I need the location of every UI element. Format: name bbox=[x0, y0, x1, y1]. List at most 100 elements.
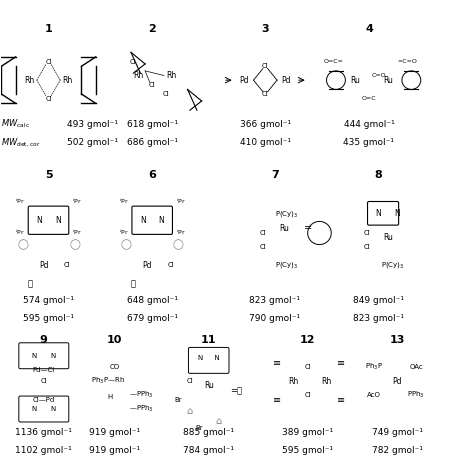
Text: Rh: Rh bbox=[25, 75, 35, 85]
Text: ◯: ◯ bbox=[121, 240, 132, 250]
FancyBboxPatch shape bbox=[132, 206, 173, 234]
Text: 435 gmol⁻¹: 435 gmol⁻¹ bbox=[344, 138, 394, 147]
Text: Cl: Cl bbox=[262, 91, 269, 97]
Text: $^i$Pr: $^i$Pr bbox=[175, 227, 185, 237]
Text: 366 gmol⁻¹: 366 gmol⁻¹ bbox=[240, 120, 291, 129]
Text: Ru: Ru bbox=[383, 75, 393, 85]
Text: 6: 6 bbox=[148, 170, 156, 180]
Text: P(Cy)$_3$: P(Cy)$_3$ bbox=[275, 210, 298, 219]
Text: Cl: Cl bbox=[363, 230, 370, 236]
Text: Cl: Cl bbox=[260, 244, 266, 250]
Text: O=C=: O=C= bbox=[323, 59, 343, 64]
Text: Cl: Cl bbox=[168, 262, 174, 268]
Text: 13: 13 bbox=[390, 335, 405, 344]
Text: Cl: Cl bbox=[363, 244, 370, 250]
Text: N: N bbox=[394, 209, 400, 218]
Text: Br: Br bbox=[195, 425, 203, 431]
Text: $^i$Pr: $^i$Pr bbox=[119, 197, 129, 206]
Text: Pd—Cl: Pd—Cl bbox=[33, 367, 55, 373]
Text: N: N bbox=[32, 353, 37, 359]
Text: N: N bbox=[51, 353, 56, 359]
Text: 8: 8 bbox=[374, 170, 382, 180]
Text: $\mathit{MW}$$_\mathregular{det,cor}$: $\mathit{MW}$$_\mathregular{det,cor}$ bbox=[1, 137, 41, 149]
Text: $^i$Pr: $^i$Pr bbox=[15, 227, 25, 237]
Text: 790 gmol⁻¹: 790 gmol⁻¹ bbox=[249, 314, 300, 323]
Text: 679 gmol⁻¹: 679 gmol⁻¹ bbox=[127, 314, 178, 323]
Text: CO: CO bbox=[109, 364, 119, 370]
Text: =⌒: =⌒ bbox=[230, 386, 242, 395]
Text: Cl: Cl bbox=[262, 63, 269, 69]
Text: Rh: Rh bbox=[133, 71, 143, 80]
Text: N: N bbox=[159, 216, 164, 225]
Text: ⌒: ⌒ bbox=[131, 280, 136, 288]
Text: Pd: Pd bbox=[39, 261, 48, 270]
Text: $^i$Pr: $^i$Pr bbox=[119, 227, 129, 237]
Text: ◯: ◯ bbox=[17, 240, 28, 250]
Text: Cl: Cl bbox=[260, 230, 266, 236]
Text: 10: 10 bbox=[107, 335, 122, 344]
Text: Ru: Ru bbox=[350, 75, 360, 85]
Text: 648 gmol⁻¹: 648 gmol⁻¹ bbox=[127, 295, 178, 305]
FancyBboxPatch shape bbox=[28, 206, 69, 234]
Text: 782 gmol⁻¹: 782 gmol⁻¹ bbox=[372, 446, 423, 455]
Text: ⌂: ⌂ bbox=[187, 406, 193, 416]
Text: $^i$Pr: $^i$Pr bbox=[175, 197, 185, 206]
Text: Rh: Rh bbox=[62, 75, 73, 85]
Text: 2: 2 bbox=[148, 24, 156, 34]
Text: 1102 gmol⁻¹: 1102 gmol⁻¹ bbox=[16, 446, 72, 455]
Text: 618 gmol⁻¹: 618 gmol⁻¹ bbox=[127, 120, 178, 129]
Text: 749 gmol⁻¹: 749 gmol⁻¹ bbox=[372, 428, 423, 437]
Text: 1136 gmol⁻¹: 1136 gmol⁻¹ bbox=[15, 428, 72, 437]
Text: Cl: Cl bbox=[304, 364, 311, 370]
Text: Rh: Rh bbox=[321, 377, 332, 386]
Text: 595 gmol⁻¹: 595 gmol⁻¹ bbox=[23, 314, 74, 323]
Text: Cl—Pd: Cl—Pd bbox=[33, 397, 55, 403]
Text: ≡: ≡ bbox=[273, 358, 281, 368]
Text: $^i$Pr: $^i$Pr bbox=[72, 227, 82, 237]
Text: 12: 12 bbox=[300, 335, 315, 344]
Text: N: N bbox=[55, 216, 61, 225]
Text: $^i$Pr: $^i$Pr bbox=[15, 197, 25, 206]
Text: 3: 3 bbox=[262, 24, 269, 34]
Text: 5: 5 bbox=[45, 170, 52, 180]
Text: Cl: Cl bbox=[45, 96, 52, 102]
Text: N     N: N N bbox=[198, 355, 219, 361]
Text: $^i$Pr: $^i$Pr bbox=[72, 197, 82, 206]
Text: ⌂: ⌂ bbox=[215, 416, 221, 425]
Text: Ph$_3$P—Rh: Ph$_3$P—Rh bbox=[91, 376, 125, 386]
Text: Pd: Pd bbox=[143, 261, 152, 270]
Text: Cl: Cl bbox=[163, 91, 170, 97]
Text: Cl: Cl bbox=[40, 378, 47, 384]
FancyBboxPatch shape bbox=[367, 201, 399, 225]
FancyBboxPatch shape bbox=[189, 348, 229, 373]
Text: 885 gmol⁻¹: 885 gmol⁻¹ bbox=[183, 428, 234, 437]
FancyBboxPatch shape bbox=[19, 396, 69, 422]
Text: =: = bbox=[304, 223, 312, 233]
Text: 919 gmol⁻¹: 919 gmol⁻¹ bbox=[89, 446, 140, 455]
Text: ≡: ≡ bbox=[337, 395, 345, 405]
FancyBboxPatch shape bbox=[19, 343, 69, 369]
Text: O=C: O=C bbox=[362, 96, 376, 101]
Text: PPh$_3$: PPh$_3$ bbox=[407, 390, 425, 400]
Text: 4: 4 bbox=[365, 24, 373, 34]
Text: 784 gmol⁻¹: 784 gmol⁻¹ bbox=[183, 446, 234, 455]
Text: Pd: Pd bbox=[239, 75, 249, 85]
Text: N: N bbox=[32, 406, 37, 412]
Text: Cl: Cl bbox=[149, 82, 155, 88]
Text: 502 gmol⁻¹: 502 gmol⁻¹ bbox=[67, 138, 118, 147]
Text: Pd: Pd bbox=[282, 75, 291, 85]
Text: Ru: Ru bbox=[383, 233, 393, 242]
Text: 1: 1 bbox=[45, 24, 53, 34]
Text: 11: 11 bbox=[201, 335, 217, 344]
Text: 389 gmol⁻¹: 389 gmol⁻¹ bbox=[282, 428, 333, 437]
Text: ◯: ◯ bbox=[69, 240, 80, 250]
Text: ⌒: ⌒ bbox=[27, 280, 32, 288]
Text: Cl: Cl bbox=[130, 59, 137, 65]
Text: 595 gmol⁻¹: 595 gmol⁻¹ bbox=[282, 446, 333, 455]
Text: Pd: Pd bbox=[392, 377, 402, 386]
Text: 686 gmol⁻¹: 686 gmol⁻¹ bbox=[127, 138, 178, 147]
Text: 823 gmol⁻¹: 823 gmol⁻¹ bbox=[249, 295, 300, 305]
Text: Rh: Rh bbox=[166, 71, 176, 80]
Text: N: N bbox=[51, 406, 56, 412]
Text: Rh: Rh bbox=[288, 377, 299, 386]
